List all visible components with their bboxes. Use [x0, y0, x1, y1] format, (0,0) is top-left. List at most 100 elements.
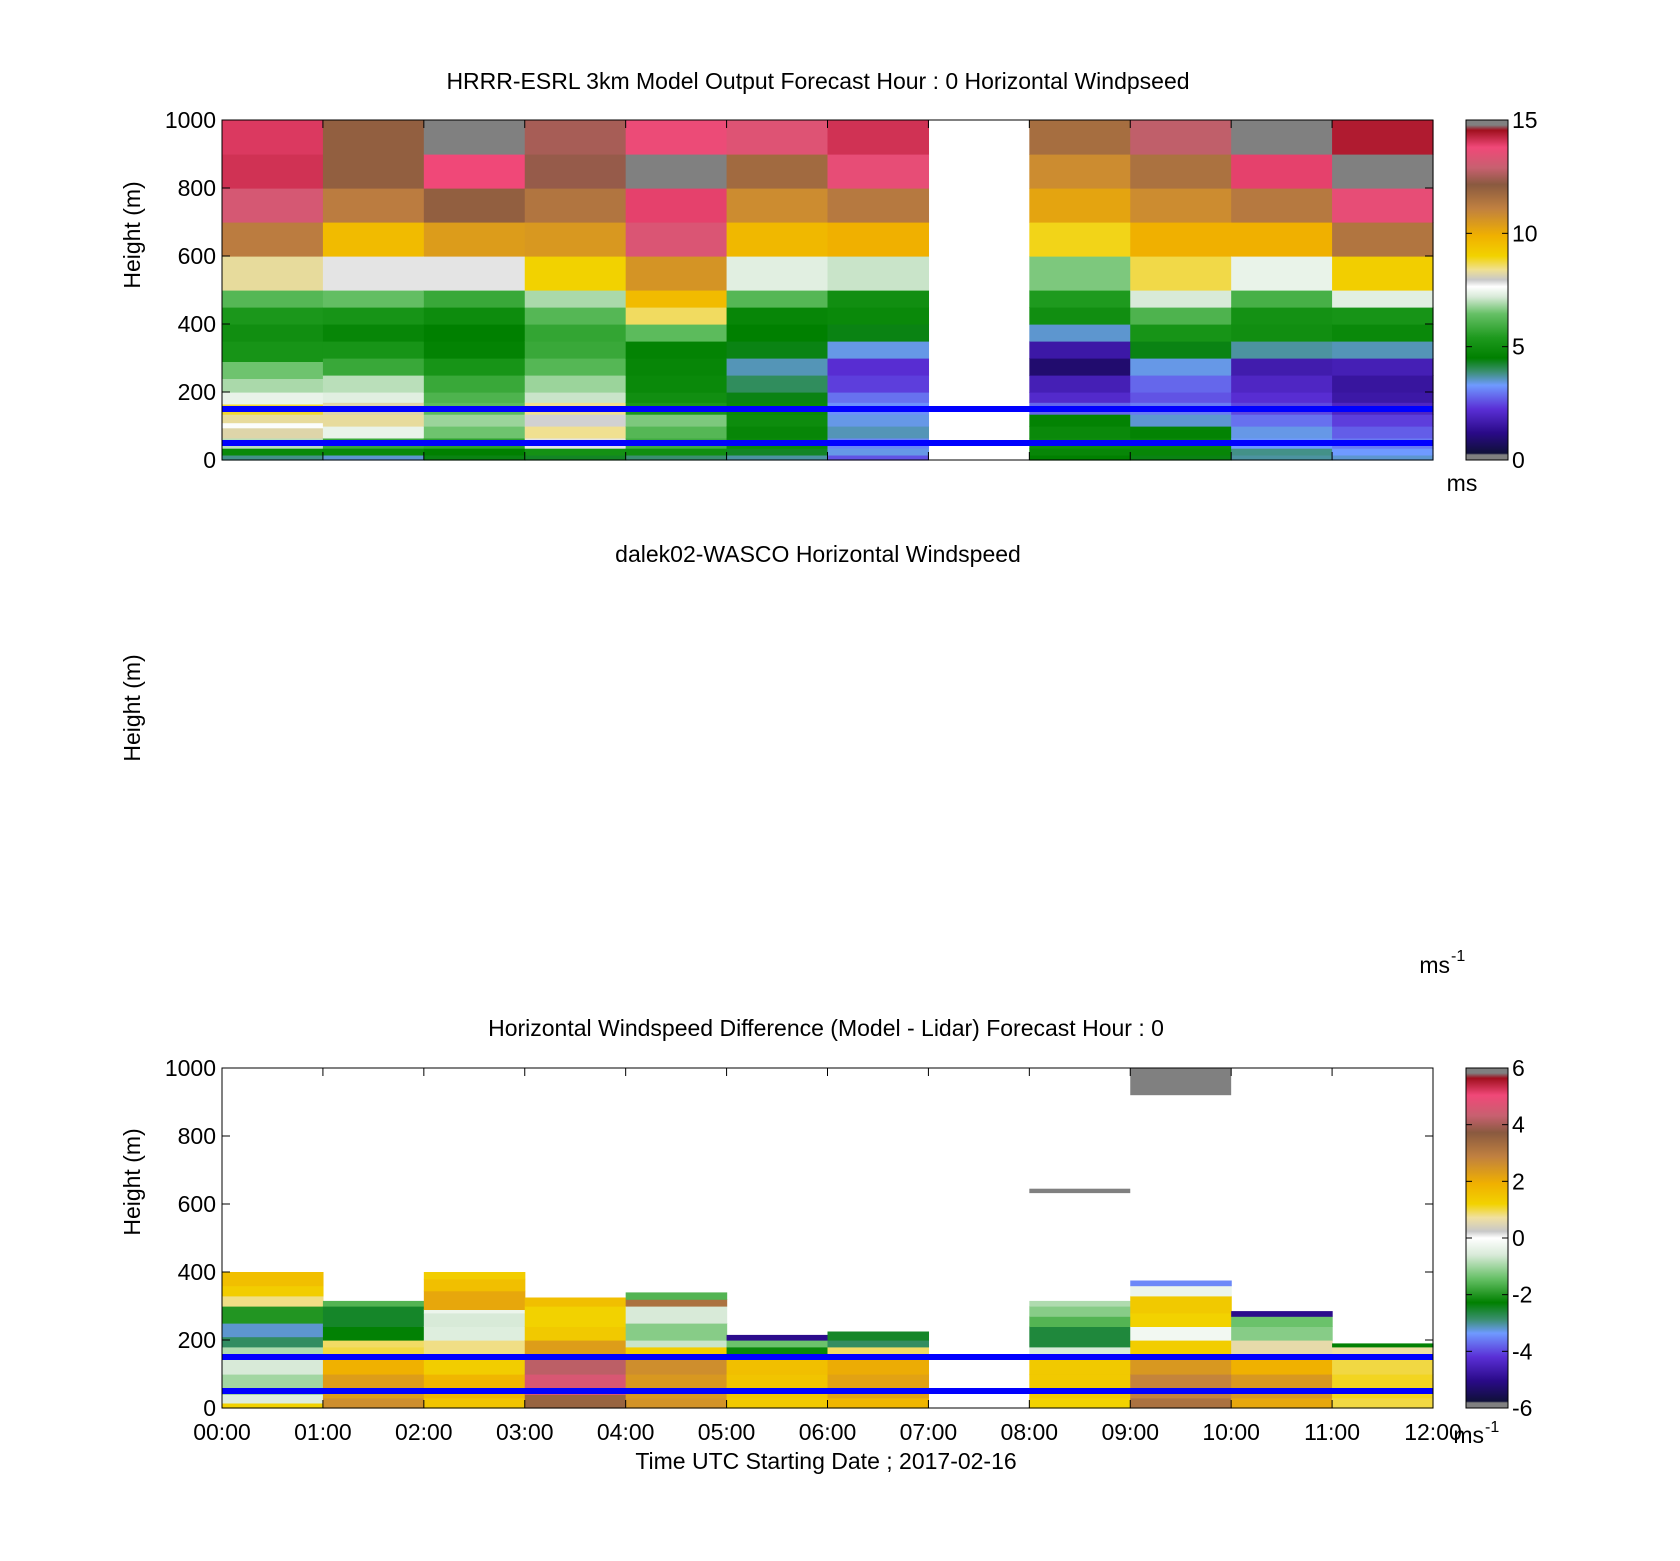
heatmap-cell: [827, 426, 930, 439]
heatmap-cell: [222, 1346, 324, 1358]
heatmap-cell: [524, 154, 627, 189]
heatmap-cell: [322, 448, 425, 456]
heatmap-cell: [222, 1295, 324, 1307]
heatmap-cell: [322, 1300, 425, 1307]
heatmap-cell: [1029, 290, 1131, 308]
heatmap-cell: [423, 1278, 526, 1292]
heatmap-cell: [1130, 290, 1232, 308]
heatmap-cell: [1231, 1357, 1333, 1375]
colorbar-tick-label: -4: [1512, 1338, 1533, 1364]
heatmap-cell: [423, 414, 526, 427]
colorbar: -6 -4 -2 0 2 4 6: [1465, 1055, 1533, 1421]
heatmap-cell: [625, 1346, 728, 1358]
heatmap-cell: [1332, 120, 1434, 155]
heatmap-cell: [1029, 341, 1131, 359]
x-tick-label: 07:00: [900, 1419, 958, 1445]
heatmap-cell: [1130, 1280, 1232, 1287]
heatmap-cell: [1130, 222, 1232, 257]
x-tick-label: 03:00: [496, 1419, 554, 1445]
heatmap-cell: [625, 1374, 728, 1399]
heatmap-cell: [1332, 188, 1434, 223]
x-tick-label: 00:00: [193, 1419, 251, 1445]
heatmap-cell: [1231, 341, 1333, 359]
heatmap-cell: [423, 375, 526, 393]
heatmap-cell: [1130, 1068, 1232, 1096]
heatmap-cell: [726, 256, 829, 291]
x-tick-label: 10:00: [1202, 1419, 1260, 1445]
heatmap-cell: [625, 414, 728, 427]
x-tick-label: 01:00: [294, 1419, 352, 1445]
y-tick-label: 600: [178, 243, 216, 269]
heatmap-cell: [625, 256, 728, 291]
heatmap-cell: [1332, 1397, 1434, 1409]
heatmap-cell: [322, 188, 425, 223]
heatmap-cell: [222, 1285, 324, 1297]
heatmap-cell: [827, 375, 930, 393]
heatmap-cell: [827, 1340, 930, 1348]
heatmap-cell: [423, 392, 526, 403]
heatmap-cell: [222, 1272, 324, 1287]
heatmap-cell: [625, 426, 728, 439]
heatmap-cell: [1029, 222, 1131, 257]
panel-model: HRRR-ESRL 3km Model Output Forecast Hour…: [119, 68, 1538, 496]
heatmap-cell: [1231, 256, 1333, 291]
heatmap-cell: [524, 1326, 627, 1341]
heatmap-cell: [1029, 256, 1131, 291]
heatmap-cell: [222, 1323, 324, 1338]
heatmap-cell: [1332, 454, 1434, 461]
heatmap-cell: [1029, 307, 1131, 325]
heatmap-cell: [1029, 188, 1131, 223]
heatmap-cell: [827, 1397, 930, 1409]
heatmap-cell: [524, 188, 627, 223]
heatmap-cell: [625, 448, 728, 456]
heatmap-cell: [222, 1336, 324, 1348]
heatmap-cell: [827, 154, 930, 189]
heatmap-cell: [423, 256, 526, 291]
x-tick-label: 09:00: [1101, 1419, 1159, 1445]
heatmap-cell: [625, 341, 728, 359]
heatmap-cell: [1130, 392, 1232, 403]
colorbar-tick-label: 2: [1512, 1168, 1525, 1194]
heatmap-cell: [322, 454, 425, 461]
heatmap-cell: [1332, 1374, 1434, 1399]
colorbar-gradient: [1465, 1067, 1509, 1409]
heatmap-cell: [1130, 454, 1232, 461]
heatmap-cell: [726, 341, 829, 359]
heatmap-cell: [625, 188, 728, 223]
heatmap-cell: [423, 222, 526, 257]
heatmap-cell: [423, 1340, 526, 1358]
heatmap-cell: [1231, 448, 1333, 456]
heatmap-cell: [524, 1340, 627, 1358]
heatmap-cell: [322, 222, 425, 257]
heatmap-cell: [322, 1326, 425, 1341]
y-tick-label: 0: [203, 447, 216, 473]
heatmap-cell: [222, 1357, 324, 1375]
heatmap-cell: [827, 454, 930, 461]
heatmap-cell: [726, 1357, 829, 1375]
y-axis-label: Height (m): [119, 654, 145, 761]
heatmap-cell: [726, 414, 829, 427]
heatmap-cell: [1130, 1340, 1232, 1358]
heatmap-cell: [1231, 392, 1333, 403]
heatmap-cell: [423, 1272, 526, 1280]
heatmap-cell: [322, 392, 425, 403]
heatmap-cell: [322, 324, 425, 342]
panel-title: HRRR-ESRL 3km Model Output Forecast Hour…: [446, 68, 1189, 94]
colorbar-tick-label: 0: [1512, 447, 1525, 473]
heatmap-cell: [1130, 324, 1232, 342]
heatmap-cell: [222, 414, 324, 424]
heatmap-cell: [1029, 1300, 1131, 1307]
colorbar-tick-label: 0: [1512, 1225, 1525, 1251]
panel-lidar: dalek02-WASCO Horizontal Windspeed Heigh…: [119, 541, 1533, 1445]
heatmap-cell: [1029, 1357, 1131, 1375]
heatmap-cell: [1231, 120, 1333, 155]
heatmap-cell: [222, 154, 324, 189]
heatmap-cell: [625, 154, 728, 189]
heatmap-cell: [524, 256, 627, 291]
heatmap-cell: [1130, 448, 1232, 456]
heatmap-cell: [1029, 414, 1131, 427]
heatmap-cell: [625, 307, 728, 325]
heatmap-cell: [524, 1394, 627, 1409]
x-tick-label: 05:00: [698, 1419, 756, 1445]
heatmap-cell: [524, 392, 627, 403]
